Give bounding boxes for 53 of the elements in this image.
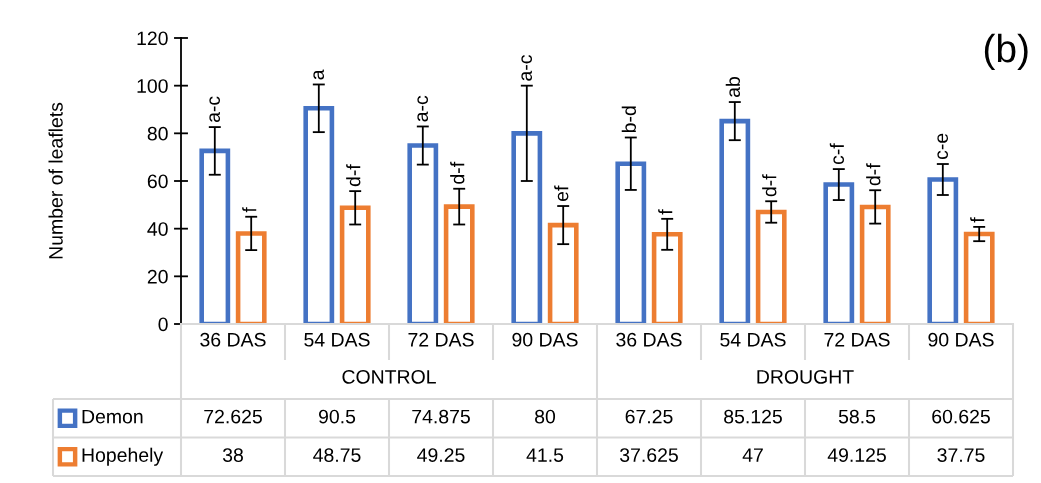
data-label: 80 <box>535 409 556 424</box>
annotation: d-f <box>866 163 881 186</box>
annotation: f <box>658 209 673 215</box>
y-tick-label: 40 <box>147 222 168 236</box>
text: CONTROL <box>342 369 436 384</box>
y-tick-label: 80 <box>147 126 168 141</box>
x-tick-label: 90 DAS <box>928 332 994 347</box>
y-axis-title: Number of leaflets <box>48 102 63 259</box>
y-tick-label: 100 <box>137 79 168 93</box>
data-label: 67.25 <box>625 409 673 424</box>
x-tick-label: 36 DAS <box>616 332 682 347</box>
x-tick-label: 54 DAS <box>304 332 370 347</box>
data-label: 60.625 <box>932 409 990 424</box>
annotation: d-f <box>450 161 465 184</box>
data-label: 37.625 <box>620 448 678 462</box>
data-label: 72.625 <box>204 409 262 424</box>
annotation: ab <box>725 77 741 98</box>
y-tick-label: 120 <box>137 31 168 46</box>
annotation: ef <box>554 185 569 202</box>
legend-label: Demon <box>82 409 143 424</box>
data-label: 74.875 <box>412 409 470 424</box>
x-tick-label: 36 DAS <box>200 332 266 347</box>
data-label: 47 <box>742 448 763 462</box>
annotation: a-c <box>209 96 221 123</box>
annotation: d-f <box>762 174 777 197</box>
data-label: 90.5 <box>318 409 356 424</box>
legend-label: Hopehely <box>82 447 164 466</box>
y-tick-label: 20 <box>147 269 168 284</box>
annotation: b-d <box>621 106 637 133</box>
data-label: 85.125 <box>724 409 782 424</box>
x-tick-label: 72 DAS <box>824 332 890 347</box>
annotation: c-f <box>829 143 845 165</box>
annotation: f <box>242 207 257 213</box>
data-label: 38 <box>222 448 243 462</box>
data-label: 48.75 <box>313 448 361 462</box>
annotation: a-c <box>417 95 429 122</box>
annotation: d-f <box>346 164 361 187</box>
annotation: a <box>313 69 325 80</box>
data-label: 58.5 <box>838 409 876 424</box>
data-label: 41.5 <box>526 448 564 462</box>
data-label: 49.25 <box>417 448 465 462</box>
text: DROUGHT <box>757 369 854 384</box>
annotation: c-e <box>937 133 949 160</box>
x-tick-label: 90 DAS <box>512 332 578 347</box>
annotation: a-c <box>521 55 533 81</box>
y-tick-label: 0 <box>158 317 168 332</box>
data-label: 49.125 <box>827 448 886 462</box>
annotation: f <box>970 217 985 223</box>
x-tick-label: 72 DAS <box>408 332 474 347</box>
chart-title: (b) <box>984 33 1028 71</box>
x-tick-label: 54 DAS <box>720 332 786 347</box>
y-tick-label: 60 <box>147 174 168 189</box>
data-label: 37.75 <box>937 448 985 462</box>
